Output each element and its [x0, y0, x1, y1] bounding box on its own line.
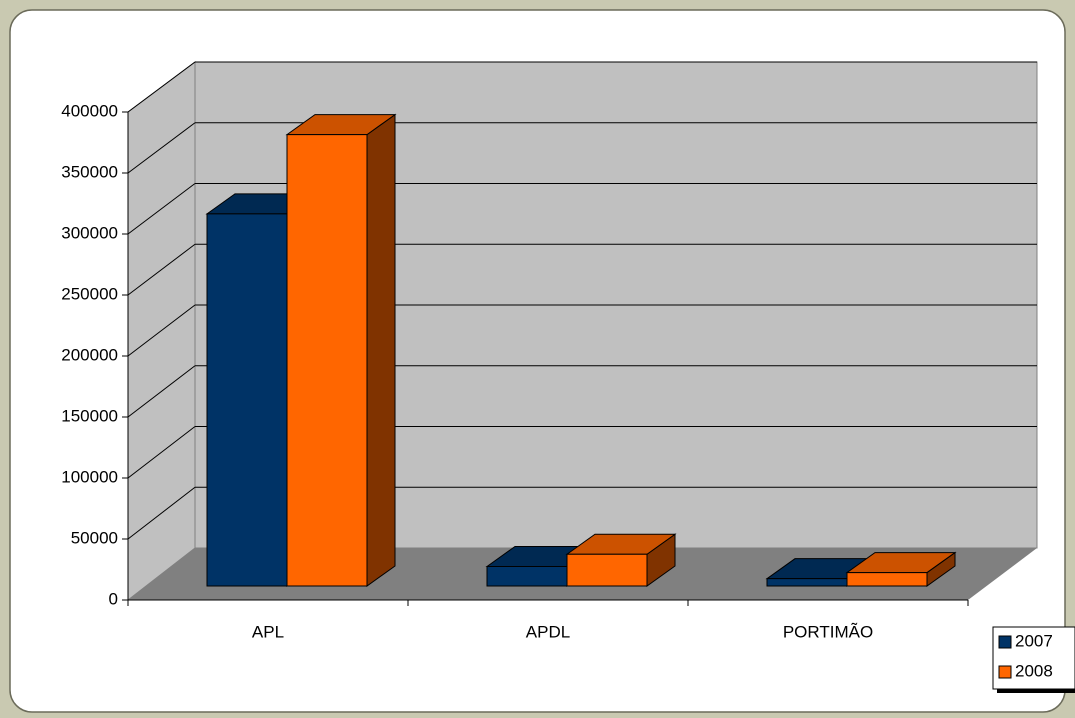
bar-face [206, 213, 288, 587]
grid-line [127, 243, 196, 296]
legend-label: 2008 [1015, 661, 1053, 680]
grid-line [127, 61, 196, 113]
bar-face [486, 565, 568, 587]
y-tick-label: 50000 [71, 528, 118, 547]
bar-face [846, 572, 928, 587]
legend-swatch [998, 635, 1012, 649]
y-tick-label: 100000 [61, 467, 118, 486]
bar-face [766, 578, 848, 587]
grid-line [127, 486, 196, 540]
bar-face [286, 134, 368, 587]
y-tick-label: 150000 [61, 406, 118, 425]
x-tick-label: PORTIMÃO [783, 622, 873, 641]
y-tick-label: 400000 [61, 101, 118, 120]
y-tick-label: 200000 [61, 345, 118, 364]
bar-face [566, 553, 648, 587]
grid-line [127, 365, 196, 418]
bar-face [366, 113, 396, 587]
bar [285, 113, 397, 587]
grid-line [127, 122, 196, 174]
bar [845, 551, 957, 587]
y-tick-label: 0 [109, 589, 118, 608]
x-tick-label: APDL [526, 622, 570, 641]
y-tick-label: 300000 [61, 223, 118, 242]
y-tick-label: 350000 [61, 162, 118, 181]
y-tick-label: 250000 [61, 284, 118, 303]
grid-line [127, 183, 196, 235]
grid-line [127, 426, 196, 479]
x-tick-label: APL [252, 622, 284, 641]
grid-line [127, 304, 196, 357]
legend-label: 2007 [1015, 631, 1053, 650]
bar [565, 533, 677, 587]
legend-swatch [998, 665, 1012, 679]
